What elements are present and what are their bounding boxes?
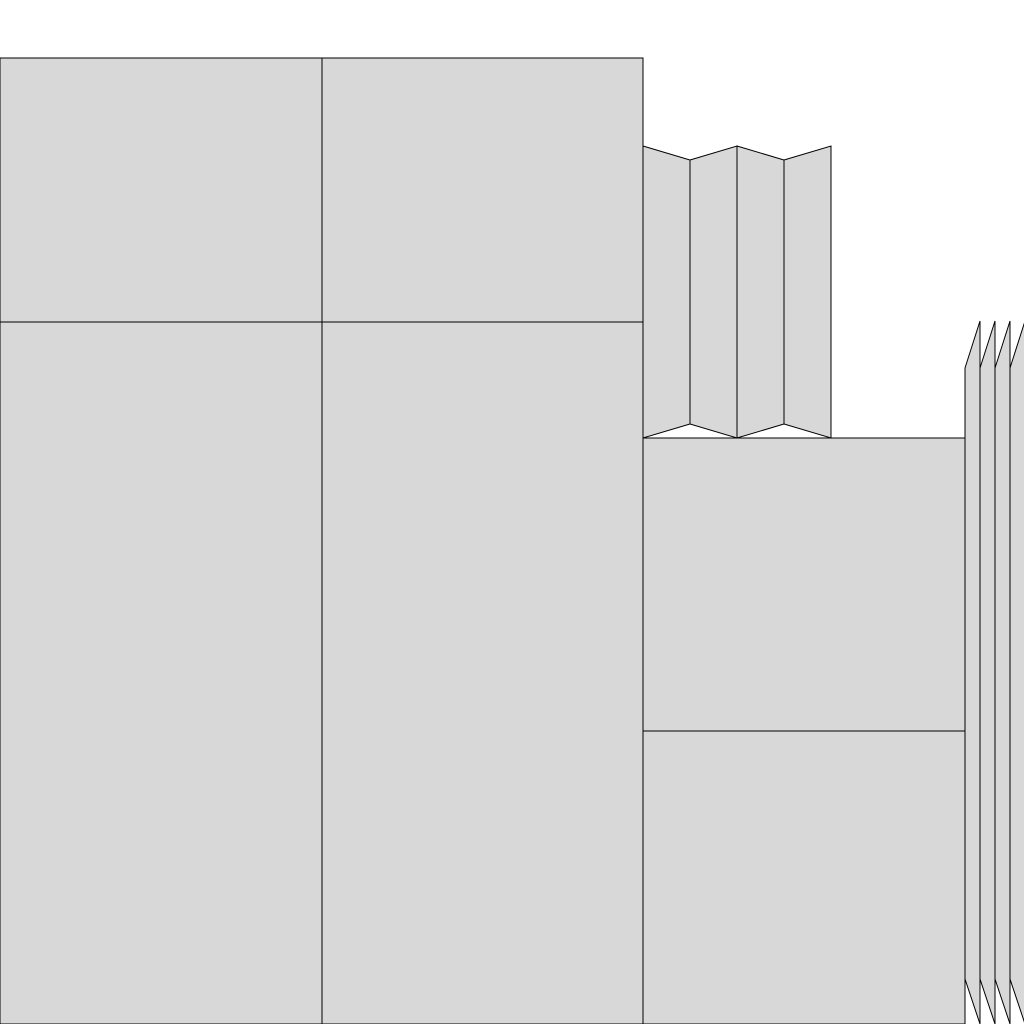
- folded-panel-right-3: [994, 320, 1011, 1024]
- folded-panel-top-1: [642, 145, 691, 439]
- folded-panel-top-4: [783, 145, 832, 439]
- flat-panel-3: [0, 321, 323, 1024]
- folded-panel-right-1: [964, 320, 981, 1024]
- flat-panel-6: [642, 730, 966, 1024]
- folded-panel-right-2: [979, 320, 996, 1024]
- folded-panels-top-group: [642, 145, 832, 439]
- flat-panels-group: [0, 57, 966, 1024]
- flat-panel-4: [321, 321, 644, 1024]
- folded-panel-top-2: [689, 145, 738, 439]
- folded-panel-top-3: [736, 145, 785, 439]
- flat-panel-5: [642, 437, 966, 732]
- flat-panel-2: [321, 57, 644, 323]
- folded-panel-right-4: [1009, 322, 1024, 1023]
- folded-panels-right-group: [964, 320, 1024, 1024]
- flat-panel-1: [0, 57, 323, 323]
